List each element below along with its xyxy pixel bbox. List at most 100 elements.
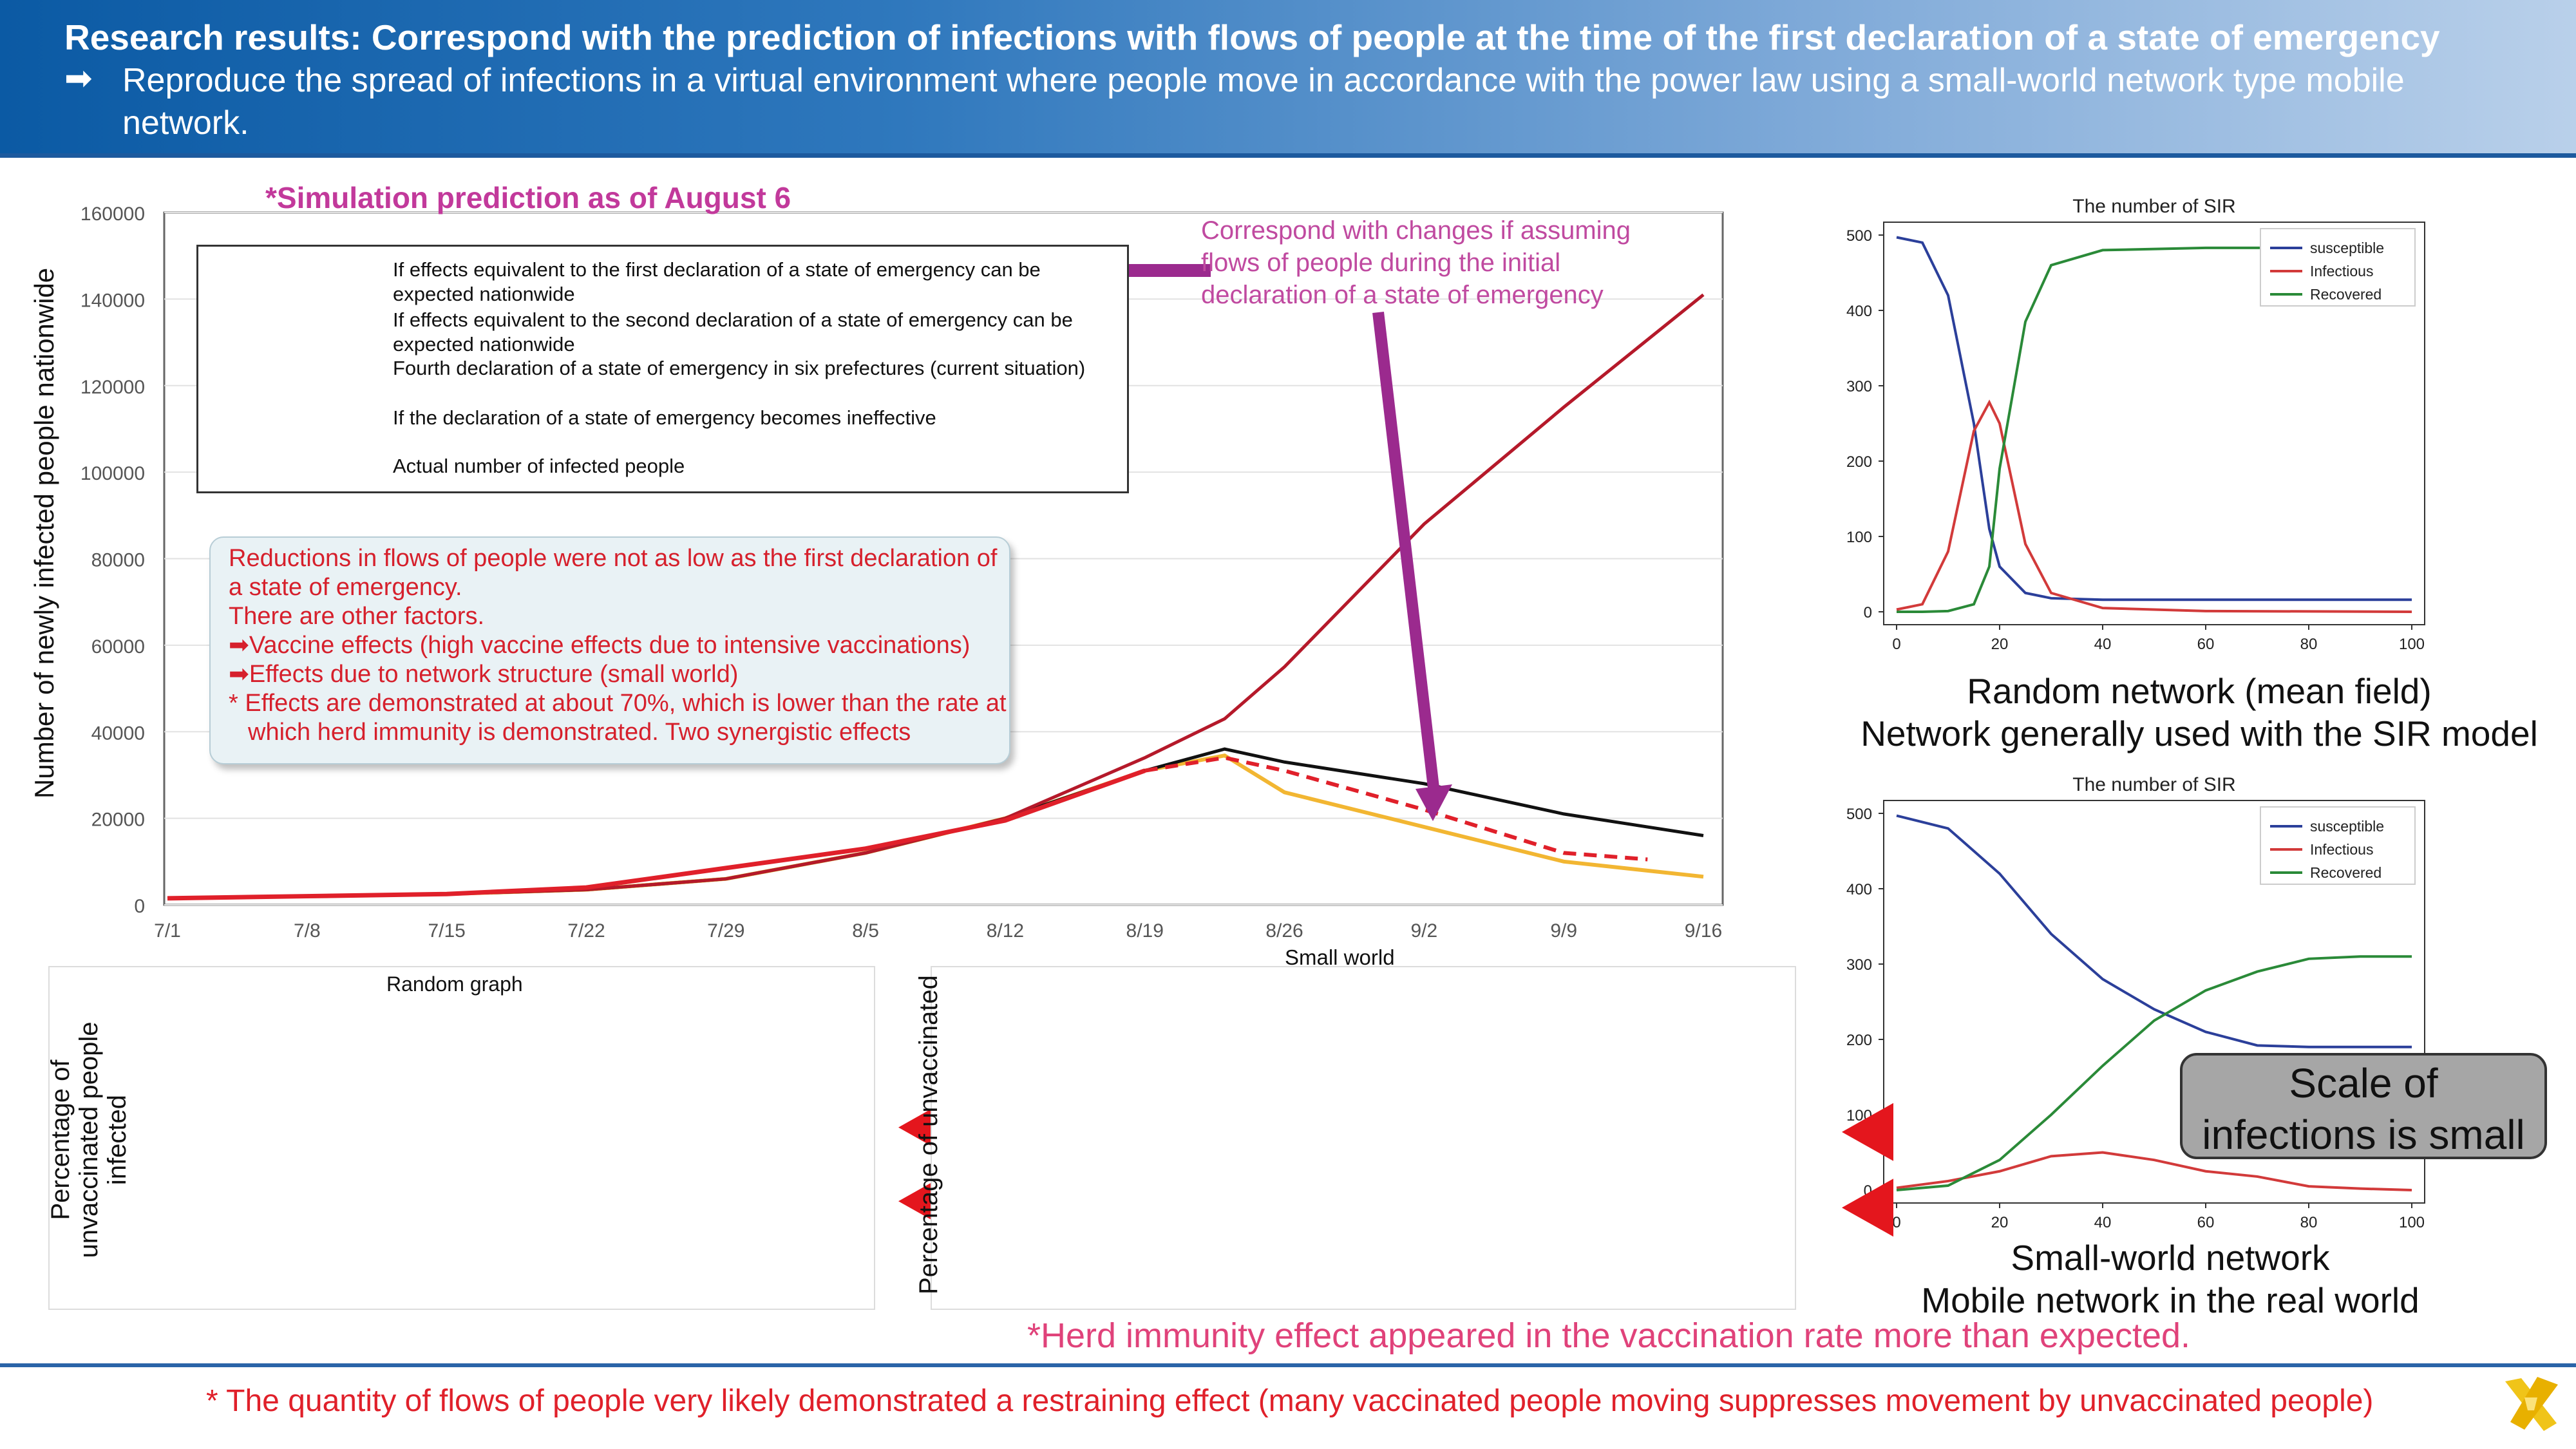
main-chart-x-tick: 7/1 <box>154 920 181 942</box>
sir-random-y-tick: 300 <box>1846 378 1872 395</box>
vacc-smallworld-pointer-triangle-1 <box>1842 1179 1893 1237</box>
scale-callout-line1: Scale of <box>2289 1060 2438 1106</box>
sir-smallworld-legend-label: Recovered <box>2310 864 2382 881</box>
legend-entry-ineffective: If the declaration of a state of emergen… <box>393 406 936 429</box>
sir-smallworld-x-tick: 80 <box>2300 1214 2318 1231</box>
sir-smallworld-title: The number of SIR <box>2072 774 2235 795</box>
actual-series-dashed-line <box>1144 755 1648 862</box>
reductions-callout-text: Reductions in flows of people were not a… <box>229 544 1014 747</box>
callout-line-3: ➡Vaccine effects (high vaccine effects d… <box>229 632 971 659</box>
small-world-network-caption: Small-world network Mobile network in th… <box>1848 1236 2492 1321</box>
random-graph-y-axis-title: Percentage of unvaccinated people infect… <box>46 1021 131 1258</box>
page-title: Research results: Correspond with the pr… <box>64 17 2440 57</box>
callout-line-1: Reductions in flows of people were not a… <box>229 545 998 601</box>
main-chart-y-tick: 60000 <box>91 636 145 658</box>
main-chart-x-tick: 9/9 <box>1550 920 1577 942</box>
sir-smallworld-x-tick: 40 <box>2094 1214 2112 1231</box>
scale-callout-line2: infections is small <box>2202 1112 2525 1158</box>
main-chart-x-tick: 7/22 <box>567 920 605 942</box>
main-series-line-0 <box>167 753 1704 900</box>
main-chart-x-tick: 7/15 <box>428 920 465 942</box>
sir-random-legend-label: Recovered <box>2310 286 2382 303</box>
sir-smallworld-y-tick: 500 <box>1846 806 1872 823</box>
random-network-caption-line1: Random network (mean field) <box>1967 671 2432 711</box>
sir-random-y-tick: 0 <box>1864 604 1872 621</box>
main-chart-x-tick: 8/5 <box>852 920 879 942</box>
sir-random-y-tick: 100 <box>1846 529 1872 546</box>
main-chart-x-tick: 7/8 <box>294 920 321 942</box>
sir-random-x-tick: 60 <box>2197 636 2215 653</box>
footer-divider <box>0 1363 2576 1367</box>
main-chart-y-tick: 100000 <box>80 463 145 484</box>
sir-random-legend-label: Infectious <box>2310 263 2373 279</box>
sir-random-legend-label: susceptible <box>2310 240 2384 256</box>
simulation-date-label: *Simulation prediction as of August 6 <box>265 181 791 214</box>
sir-random-x-tick: 40 <box>2094 636 2112 653</box>
small-world-graph-y-axis-title: Percentage of unvaccinated <box>914 975 943 1294</box>
herd-immunity-note: *Herd immunity effect appeared in the va… <box>1027 1316 2191 1355</box>
sir-random-y-tick: 400 <box>1846 303 1872 320</box>
header-divider <box>0 153 2576 158</box>
sir-smallworld-y-tick: 400 <box>1846 881 1872 898</box>
small-world-caption-line2: Mobile network in the real world <box>1921 1280 2420 1320</box>
actual-series-line <box>167 768 1146 901</box>
correspond-arrow-head <box>1416 784 1452 821</box>
small-world-chart-title: Small world <box>1285 945 1395 969</box>
sir-smallworld-series-infectious <box>1896 1151 2412 1191</box>
main-chart-y-axis-title: Number of newly infected people nationwi… <box>29 267 59 799</box>
small-world-graph-panel <box>931 966 1796 1310</box>
main-chart-x-tick: 8/26 <box>1265 920 1303 942</box>
main-chart-y-tick: 140000 <box>80 290 145 311</box>
sir-random-series-infectious <box>1896 399 2412 613</box>
sir-smallworld-x-tick: 20 <box>1991 1214 2009 1231</box>
right-arrow-icon: ➡ <box>64 60 93 97</box>
sir-random-y-tick: 200 <box>1846 453 1872 471</box>
legend-entry-fourth-declaration: Fourth declaration of a state of emergen… <box>393 357 1086 379</box>
random-graph-title: Random graph <box>386 972 523 996</box>
callout-line-2: There are other factors. <box>229 603 485 630</box>
sir-random-x-tick: 20 <box>1991 636 2009 653</box>
x-star-logo-icon <box>2505 1377 2558 1431</box>
main-chart-x-tick: 9/16 <box>1685 920 1722 942</box>
main-chart-legend <box>196 245 1129 493</box>
legend-entry-second-declaration: If effects equivalent to the second decl… <box>393 308 1073 355</box>
main-chart-y-tick: 40000 <box>91 723 145 744</box>
sir-random-x-tick: 100 <box>2399 636 2425 653</box>
sir-smallworld-y-tick: 200 <box>1846 1032 1872 1049</box>
main-chart-y-tick: 80000 <box>91 550 145 571</box>
sir-smallworld-y-tick: 300 <box>1846 956 1872 974</box>
main-chart-x-tick: 9/2 <box>1411 920 1438 942</box>
sir-smallworld-x-tick: 0 <box>1892 1214 1900 1231</box>
page-subtitle: Reproduce the spread of infections in a … <box>122 62 2405 142</box>
sir-smallworld-series-susceptible <box>1896 814 2412 1048</box>
sir-smallworld-legend-label: Infectious <box>2310 841 2373 858</box>
reductions-callout-box <box>209 536 1010 764</box>
correspond-arrow-shaft <box>1372 311 1441 800</box>
callout-line-4: ➡Effects due to network structure (small… <box>229 661 739 688</box>
legend-entry-first-declaration: If effects equivalent to the first decla… <box>393 258 1041 305</box>
sir-smallworld-x-tick: 100 <box>2399 1214 2425 1231</box>
random-network-caption: Random network (mean field) Network gene… <box>1829 670 2570 755</box>
scale-small-callout: Scale of infections is small <box>2180 1053 2547 1159</box>
sir-smallworld-series-recovered <box>1896 955 2412 1191</box>
random-graph-panel <box>48 966 875 1310</box>
vacc-smallworld-pointer-triangle-0 <box>1842 1103 1893 1161</box>
main-chart-x-tick: 8/19 <box>1126 920 1164 942</box>
main-chart-y-tick: 160000 <box>80 204 145 225</box>
sir-random-y-tick: 500 <box>1846 227 1872 245</box>
correspond-note: Correspond with changes if assuming flow… <box>1201 216 1631 309</box>
legend-entry-actual: Actual number of infected people <box>393 455 685 477</box>
footnote: * The quantity of flows of people very l… <box>206 1384 2374 1418</box>
main-chart-x-tick: 7/29 <box>707 920 744 942</box>
sir-random-series-susceptible <box>1896 236 2412 601</box>
sir-smallworld-legend-label: susceptible <box>2310 818 2384 835</box>
callout-line-5: * Effects are demonstrated at about 70%,… <box>229 690 1007 746</box>
main-chart-x-tick: 8/12 <box>987 920 1024 942</box>
main-chart-y-tick: 20000 <box>91 810 145 831</box>
sir-random-x-tick: 0 <box>1892 636 1900 653</box>
sir-smallworld-x-tick: 60 <box>2197 1214 2215 1231</box>
sir-random-title: The number of SIR <box>2072 196 2235 217</box>
small-world-caption-line1: Small-world network <box>2011 1238 2330 1278</box>
main-chart-y-tick: 120000 <box>80 377 145 398</box>
header-banner <box>0 0 2576 158</box>
